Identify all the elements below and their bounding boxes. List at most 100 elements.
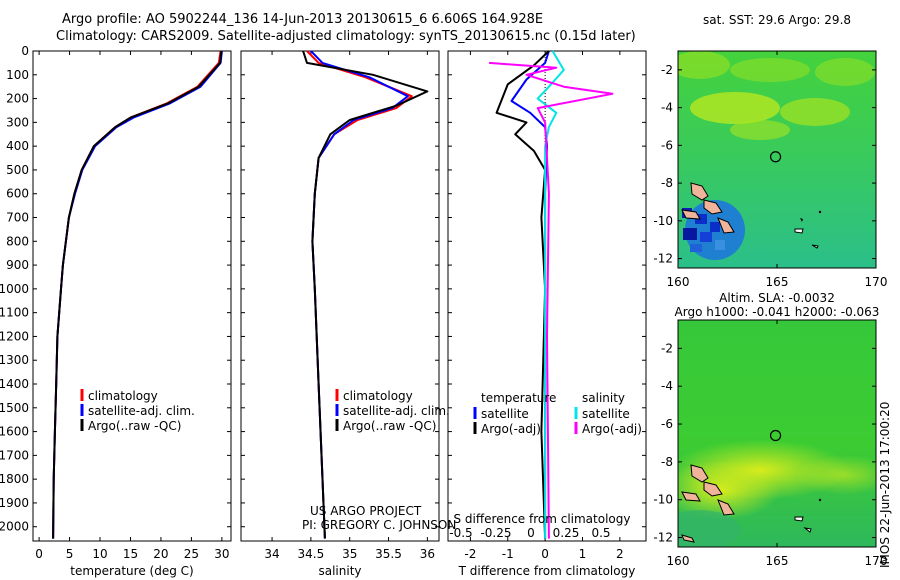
- map-x-tick-label: 170: [865, 554, 888, 568]
- sst-map-title: sat. SST: 29.6 Argo: 29.8: [703, 13, 851, 27]
- x-tick-label: 34.5: [298, 547, 325, 561]
- x-tick-label: 30: [214, 547, 229, 561]
- legend-label: climatology: [88, 389, 158, 403]
- y-tick-label: 100: [6, 68, 29, 82]
- x-axis-label-difference-profile: T difference from climatology: [458, 564, 636, 578]
- sla-map-title: Altim. SLA: -0.0032: [719, 291, 835, 305]
- series-argo: [302, 50, 429, 539]
- series-s-satellite: [536, 50, 565, 539]
- map-y-tick-label: -12: [653, 531, 673, 545]
- y-tick-label: 1500: [0, 401, 29, 415]
- y-tick-label: 600: [6, 187, 29, 201]
- legend-label: satellite: [481, 407, 529, 421]
- legend-header-temperature: temperature: [481, 391, 556, 405]
- axes-frames: [32, 50, 877, 548]
- x-tick-label: 1: [579, 547, 587, 561]
- x-tick-label: 15: [123, 547, 138, 561]
- y-tick-label: 1200: [0, 329, 29, 343]
- map-y-tick-label: -6: [661, 138, 673, 152]
- x2-tick-label: 0.25: [553, 526, 580, 540]
- map-x-tick-label: 165: [766, 275, 789, 289]
- legend-label: satellite: [582, 407, 630, 421]
- series-satellite-adj: [52, 50, 223, 539]
- x2-tick-label: -0.25: [480, 526, 511, 540]
- annotation-project: US ARGO PROJECT: [310, 504, 422, 518]
- x-tick-label: -2: [464, 547, 476, 561]
- y-tick-label: 2000: [0, 520, 29, 534]
- x-tick-label: 35.5: [375, 547, 402, 561]
- map-x-tick-label: 165: [766, 554, 789, 568]
- y-tick-label: 200: [6, 92, 29, 106]
- y-tick-label: 900: [6, 258, 29, 272]
- x-tick-label: 2: [616, 547, 624, 561]
- y-tick-label: 1700: [0, 448, 29, 462]
- map-x-tick-label: 160: [667, 554, 690, 568]
- x-tick-label: 0: [35, 547, 43, 561]
- axes-frame-difference-profile: [447, 50, 647, 542]
- map-y-tick-label: -8: [661, 176, 673, 190]
- y-tick-label: 1300: [0, 353, 29, 367]
- sla-map-field: [678, 320, 876, 547]
- map-y-tick-label: -10: [653, 493, 673, 507]
- legend-label: satellite-adj. clim.: [343, 404, 450, 418]
- sst-map-field: [678, 51, 876, 268]
- y-tick-label: 1400: [0, 377, 29, 391]
- map-x-tick-label: 160: [667, 275, 690, 289]
- map-x-tick-label: 170: [865, 275, 888, 289]
- y-tick-label: 300: [6, 115, 29, 129]
- x-tick-label: 10: [92, 547, 107, 561]
- legend-label: Argo(..raw -QC): [88, 419, 181, 433]
- argo-float-marker: [769, 151, 782, 163]
- map-y-tick-label: -2: [661, 63, 673, 77]
- figure-title-line1: Argo profile: AO 5902244_136 14-Jun-2013…: [62, 12, 544, 27]
- y-tick-label: 1600: [0, 425, 29, 439]
- x-axis-label-temperature-profile: temperature (deg C): [70, 564, 193, 578]
- x2-axis-label: S difference from climatology: [454, 512, 631, 526]
- map-y-tick-label: -10: [653, 214, 673, 228]
- argo-float-marker: [769, 429, 782, 442]
- series-satellite-adj: [310, 50, 409, 539]
- y-tick-label: 500: [6, 163, 29, 177]
- legend-label: Argo(..raw -QC): [343, 419, 436, 433]
- y-tick-label: 0: [21, 44, 29, 58]
- legend-label: Argo(-adj): [481, 422, 541, 436]
- x-tick-label: 5: [66, 547, 74, 561]
- y-tick-label: 400: [6, 139, 29, 153]
- x-tick-label: 20: [153, 547, 168, 561]
- x-tick-label: 0: [541, 547, 549, 561]
- x-tick-label: 36: [420, 547, 435, 561]
- y-tick-label: 1100: [0, 306, 29, 320]
- profile-series: [52, 50, 782, 541]
- legend-header-salinity: salinity: [582, 391, 625, 405]
- x2-tick-label: -0.5: [449, 526, 472, 540]
- series-argo: [52, 50, 223, 539]
- y-tick-label: 700: [6, 211, 29, 225]
- y-tick-label: 1000: [0, 282, 29, 296]
- figure-title-line2: Climatology: CARS2009. Satellite-adjuste…: [56, 29, 636, 44]
- map-y-tick-label: -4: [661, 379, 673, 393]
- x2-tick-label: 0: [527, 526, 535, 540]
- series-s-argo: [489, 61, 614, 539]
- x-tick-label: -1: [502, 547, 514, 561]
- x-axis-label-salinity-profile: salinity: [318, 564, 361, 578]
- map-y-tick-label: -6: [661, 417, 673, 431]
- axes-frame-temperature-profile: [32, 50, 232, 542]
- axes-frame-salinity-profile: [240, 50, 440, 542]
- x2-tick-label: 0.5: [591, 526, 610, 540]
- legend-label: Argo(-adj): [582, 422, 642, 436]
- x-tick-label: 35: [342, 547, 357, 561]
- legend-label: satellite-adj. clim.: [88, 404, 195, 418]
- x-tick-label: 25: [184, 547, 199, 561]
- y-tick-label: 800: [6, 234, 29, 248]
- axes-text: 0100200300400500600700800900100011001200…: [0, 13, 887, 578]
- y-tick-label: 1900: [0, 496, 29, 510]
- map-y-tick-label: -8: [661, 455, 673, 469]
- map-y-tick-label: -12: [653, 252, 673, 266]
- annotation-pi: PI: GREGORY C. JOHNSON: [302, 518, 456, 532]
- y-tick-label: 1800: [0, 472, 29, 486]
- series-climatology: [52, 50, 222, 539]
- legend-label: climatology: [343, 389, 413, 403]
- map-y-tick-label: -4: [661, 101, 673, 115]
- x-tick-label: 34: [264, 547, 279, 561]
